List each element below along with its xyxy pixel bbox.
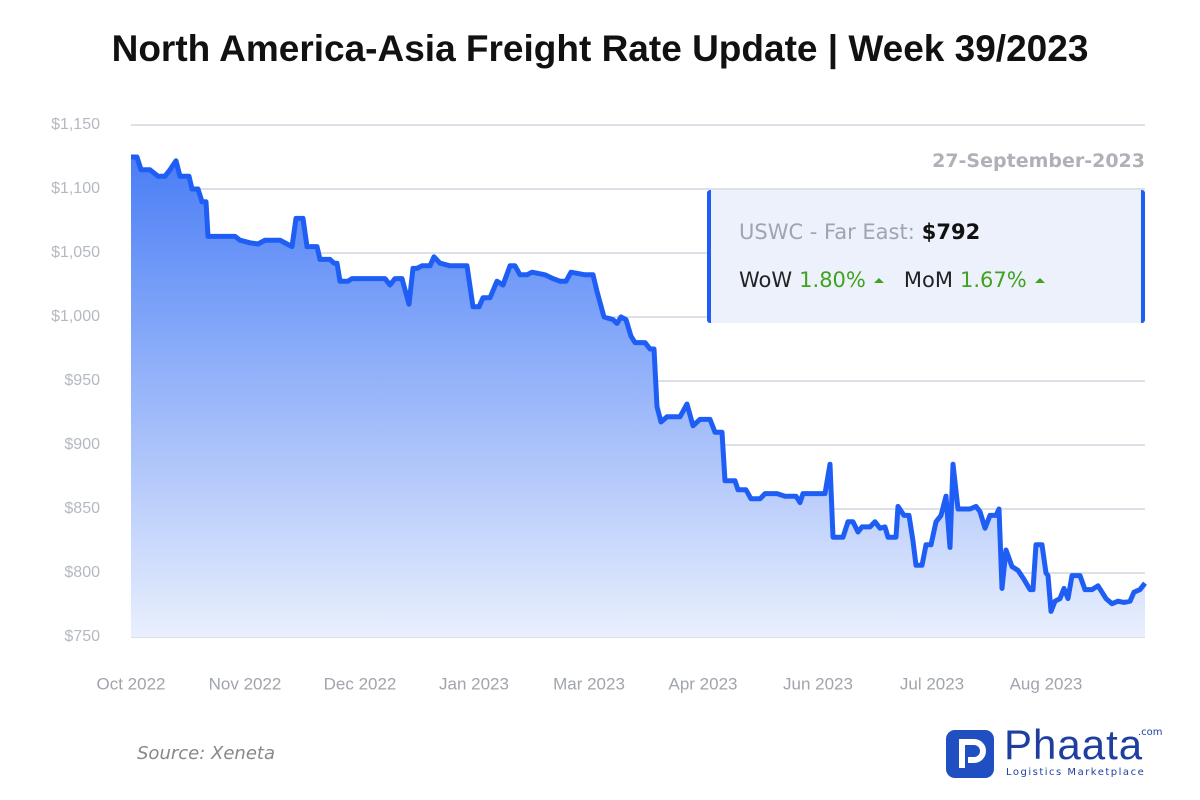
line: [131, 154, 1147, 614]
source-note: Source: Xeneta: [137, 743, 275, 764]
y-tick-label: $1,100: [51, 180, 100, 197]
y-tick-label: $800: [64, 564, 100, 581]
wow-label: WoW: [739, 268, 793, 292]
x-tick-label: Jun 2023: [783, 674, 853, 693]
up-arrow: [1034, 278, 1045, 283]
brand-name: Phaata: [1004, 721, 1144, 768]
x-tick-label: Aug 2023: [1010, 674, 1083, 693]
y-tick-label: $850: [64, 500, 100, 517]
x-tick-label: Mar 2023: [553, 674, 625, 693]
x-tick-label: Jan 2023: [439, 674, 509, 693]
up-arrow: [873, 278, 884, 283]
y-tick-label: $1,150: [51, 116, 100, 133]
y-tick-label: $1,050: [51, 244, 100, 261]
y-tick-label: $1,000: [51, 308, 100, 325]
y-tick-label: $750: [64, 628, 100, 645]
x-tick-label: Dec 2022: [324, 674, 397, 693]
date-label: 27-September-2023: [932, 150, 1145, 172]
annotation-row: WoW 1.80% MoM 1.67%: [739, 268, 1046, 292]
x-tick-label: Nov 2022: [209, 674, 282, 693]
wow-value: 1.80%: [799, 268, 866, 292]
y-tick-label: $950: [64, 372, 100, 389]
x-tick-label: Apr 2023: [669, 674, 738, 693]
route-label: USWC - Far East:: [739, 220, 915, 244]
logo-icon: [946, 730, 994, 778]
rate-value: $792: [921, 220, 981, 244]
brand-tagline: Logistics Marketplace: [1006, 767, 1146, 778]
annotation-box: USWC - Far East: $792 WoW 1.80% MoM 1.67…: [707, 190, 1145, 323]
brand-suffix: .com: [1138, 727, 1163, 738]
mom-label: MoM: [903, 268, 953, 292]
logo: Phaata .com Logistics Marketplace: [946, 721, 1176, 783]
x-tick-label: Jul 2023: [900, 674, 964, 693]
chart-title: North America-Asia Freight Rate Update |…: [111, 28, 1089, 69]
annotation-row: USWC - Far East: $792: [739, 220, 980, 244]
x-tick-label: Oct 2022: [97, 674, 166, 693]
y-tick-label: $900: [64, 436, 100, 453]
area: [131, 157, 1145, 637]
mom-value: 1.67%: [959, 268, 1027, 292]
